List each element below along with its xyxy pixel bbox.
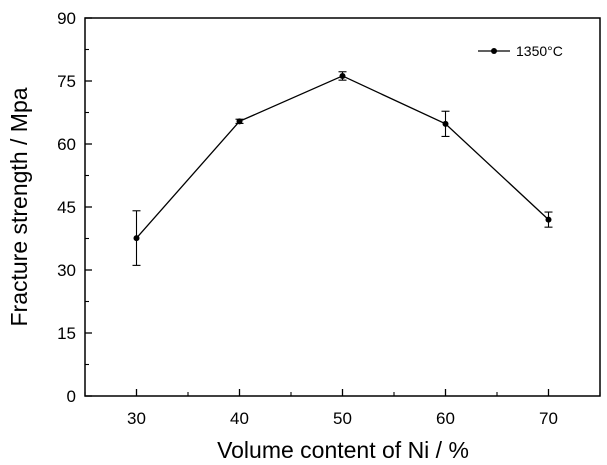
data-point: [442, 120, 449, 127]
x-axis-label: Volume content of Ni / %: [217, 437, 469, 463]
axis-ticks: [84, 17, 601, 397]
data-point: [339, 72, 346, 79]
series-line: [136, 75, 549, 239]
x-tick-label: 70: [539, 409, 558, 428]
data-point: [236, 118, 243, 125]
x-tick-label: 60: [436, 409, 455, 428]
legend: 1350°C: [478, 43, 563, 59]
data-point: [545, 216, 552, 223]
y-tick-label: 30: [57, 261, 76, 280]
y-tick-label: 0: [67, 387, 76, 406]
legend-label: 1350°C: [516, 43, 563, 59]
legend-marker: [491, 48, 497, 54]
y-tick-label: 75: [57, 72, 76, 91]
y-tick-label: 90: [57, 9, 76, 28]
x-tick-labels: 30 40 50 60 70: [127, 409, 558, 428]
x-tick-label: 50: [333, 409, 352, 428]
y-tick-label: 15: [57, 324, 76, 343]
x-tick-label: 30: [127, 409, 146, 428]
data-point: [133, 235, 140, 242]
y-tick-labels: 0 15 30 45 60 75 90: [57, 9, 76, 406]
series-layer: [132, 71, 553, 266]
y-axis-label: Fracture strength / Mpa: [6, 87, 32, 326]
x-tick-label: 40: [230, 409, 249, 428]
y-tick-label: 60: [57, 135, 76, 154]
y-tick-label: 45: [57, 198, 76, 217]
